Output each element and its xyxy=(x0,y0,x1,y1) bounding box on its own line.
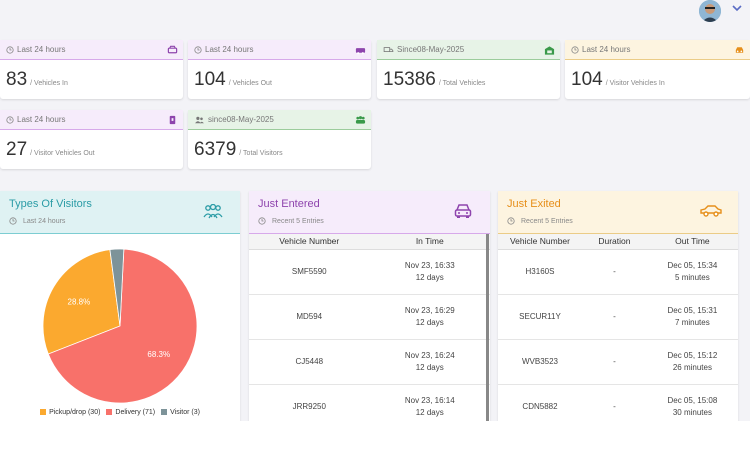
panel-header: Types Of Visitors Last 24 hours xyxy=(0,191,240,234)
table-row[interactable]: MD594 Nov 23, 16:29 12 days xyxy=(249,294,490,340)
stat-value: 15386 xyxy=(383,69,436,90)
stat-card-total-visitors: since08-May-2025 6379 / Total Visitors xyxy=(188,110,371,169)
panel-subtitle: Last 24 hours xyxy=(9,217,65,225)
stat-caption: Last 24 hours xyxy=(17,45,66,54)
stat-value: 6379 xyxy=(194,139,237,160)
page-footer-space xyxy=(0,421,750,469)
column-header[interactable]: Duration xyxy=(582,234,647,250)
stat-card-visitor-vehicles-out: Last 24 hours 27 / Visitor Vehicles Out xyxy=(0,110,183,169)
stat-value: 104 xyxy=(571,69,603,90)
legend-item-pickup[interactable]: Pickup/drop (30) xyxy=(40,409,100,416)
stat-value: 104 xyxy=(194,69,226,90)
table-row[interactable]: CJ5448 Nov 23, 16:24 12 days xyxy=(249,339,490,385)
table-row[interactable]: SMF5590 Nov 23, 16:33 12 days xyxy=(249,249,490,295)
user-avatar[interactable] xyxy=(699,0,721,22)
table-row[interactable]: JRR9250 Nov 23, 16:14 12 days xyxy=(249,384,490,421)
stat-label: / Total Visitors xyxy=(239,150,283,157)
pie-data-label: 68.3% xyxy=(147,350,170,359)
stat-caption: Since08-May-2025 xyxy=(397,45,465,54)
stat-caption: Last 24 hours xyxy=(582,45,631,54)
clock-icon xyxy=(6,45,14,54)
just-exited-panel: Just Exited Recent 5 Entries Vehicle Num… xyxy=(498,191,738,421)
clock-icon xyxy=(194,45,202,54)
clock-icon xyxy=(571,45,579,54)
stat-card-visitor-vehicles-in: Last 24 hours 104 / Visitor Vehicles In xyxy=(565,40,750,99)
stat-card-header: Last 24 hours xyxy=(0,110,183,130)
legend-item-visitor[interactable]: Visitor (3) xyxy=(161,409,200,416)
stat-label: / Total Vehicles xyxy=(438,80,486,87)
garage-icon xyxy=(544,46,555,55)
panel-header: Just Exited Recent 5 Entries xyxy=(498,191,738,234)
pie-slice-pickup[interactable] xyxy=(42,249,121,355)
stat-card-header: Last 24 hours xyxy=(188,40,371,60)
clock-icon xyxy=(9,217,17,225)
column-header[interactable]: Vehicle Number xyxy=(249,234,370,250)
group-icon xyxy=(355,116,366,124)
just-entered-table: Vehicle Number In Time SMF5590 Nov 23, 16… xyxy=(249,234,490,421)
stat-label: / Visitor Vehicles In xyxy=(605,80,665,87)
pie-slice-visitor[interactable] xyxy=(109,248,125,327)
car-icon xyxy=(355,48,366,55)
table-row[interactable]: WVB3523- Dec 05, 15:12 26 minutes xyxy=(498,339,738,385)
clock-icon xyxy=(258,217,266,225)
top-bar xyxy=(0,0,750,30)
panel-subtitle: Recent 5 Entries xyxy=(258,217,324,225)
pie-data-label: 28.8% xyxy=(68,298,91,307)
column-header[interactable]: Out Time xyxy=(646,234,738,250)
stat-card-vehicles-out: Last 24 hours 104 / Vehicles Out xyxy=(188,40,371,99)
just-exited-table: Vehicle Number Duration Out Time H3160S -… xyxy=(498,234,738,421)
car-icon xyxy=(167,45,178,54)
exit-icon xyxy=(169,115,176,125)
column-header[interactable]: Vehicle Number xyxy=(498,234,582,250)
stat-card-total-vehicles: Since08-May-2025 15386 / Total Vehicles xyxy=(377,40,560,99)
people-group-icon xyxy=(203,204,223,219)
panel-header: Just Entered Recent 5 Entries xyxy=(249,191,490,234)
column-header[interactable]: In Time xyxy=(369,234,490,250)
car-icon xyxy=(454,204,472,218)
panel-title: Just Exited xyxy=(507,198,561,210)
stat-caption: since08-May-2025 xyxy=(208,115,274,124)
stat-label: / Vehicles Out xyxy=(228,80,272,87)
stat-value: 27 xyxy=(6,139,28,160)
stat-label: / Vehicles In xyxy=(30,80,68,87)
users-icon xyxy=(195,116,204,123)
car-side-icon xyxy=(700,205,722,217)
stat-card-header: Since08-May-2025 xyxy=(377,40,560,60)
table-row[interactable]: CDN5882- Dec 05, 15:08 30 minutes xyxy=(498,384,738,421)
panel-subtitle: Recent 5 Entries xyxy=(507,217,573,225)
clock-icon xyxy=(6,115,14,124)
visitor-types-pie-chart: 28.8% 68.3% xyxy=(42,248,198,404)
chart-legend: Pickup/drop (30) Delivery (71) Visitor (… xyxy=(0,409,240,416)
stat-caption: Last 24 hours xyxy=(17,115,66,124)
stat-card-header: Last 24 hours xyxy=(565,40,750,60)
panel-title: Types Of Visitors xyxy=(9,198,92,210)
table-row[interactable]: SECUR11Y - Dec 05, 15:31 7 minutes xyxy=(498,294,738,340)
stat-value: 83 xyxy=(6,69,28,90)
panel-title: Just Entered xyxy=(258,198,320,210)
car-front-icon xyxy=(735,47,744,53)
table-row[interactable]: H3160S - Dec 05, 15:34 5 minutes xyxy=(498,249,738,295)
scrollbar[interactable] xyxy=(486,234,489,421)
truck-icon xyxy=(383,46,394,52)
chevron-down-icon[interactable] xyxy=(731,2,743,14)
stat-card-header: Last 24 hours xyxy=(0,40,183,60)
stat-label: / Visitor Vehicles Out xyxy=(30,150,95,157)
just-entered-panel: Just Entered Recent 5 Entries Vehicle Nu… xyxy=(249,191,490,421)
visitor-types-panel: Types Of Visitors Last 24 hours 28.8% 68.… xyxy=(0,191,240,421)
stat-card-vehicles-in: Last 24 hours 83 / Vehicles In xyxy=(0,40,183,99)
stat-card-header: since08-May-2025 xyxy=(188,110,371,130)
legend-item-delivery[interactable]: Delivery (71) xyxy=(106,409,155,416)
stat-caption: Last 24 hours xyxy=(205,45,254,54)
clock-icon xyxy=(507,217,515,225)
pie-slice-delivery[interactable] xyxy=(47,248,198,404)
